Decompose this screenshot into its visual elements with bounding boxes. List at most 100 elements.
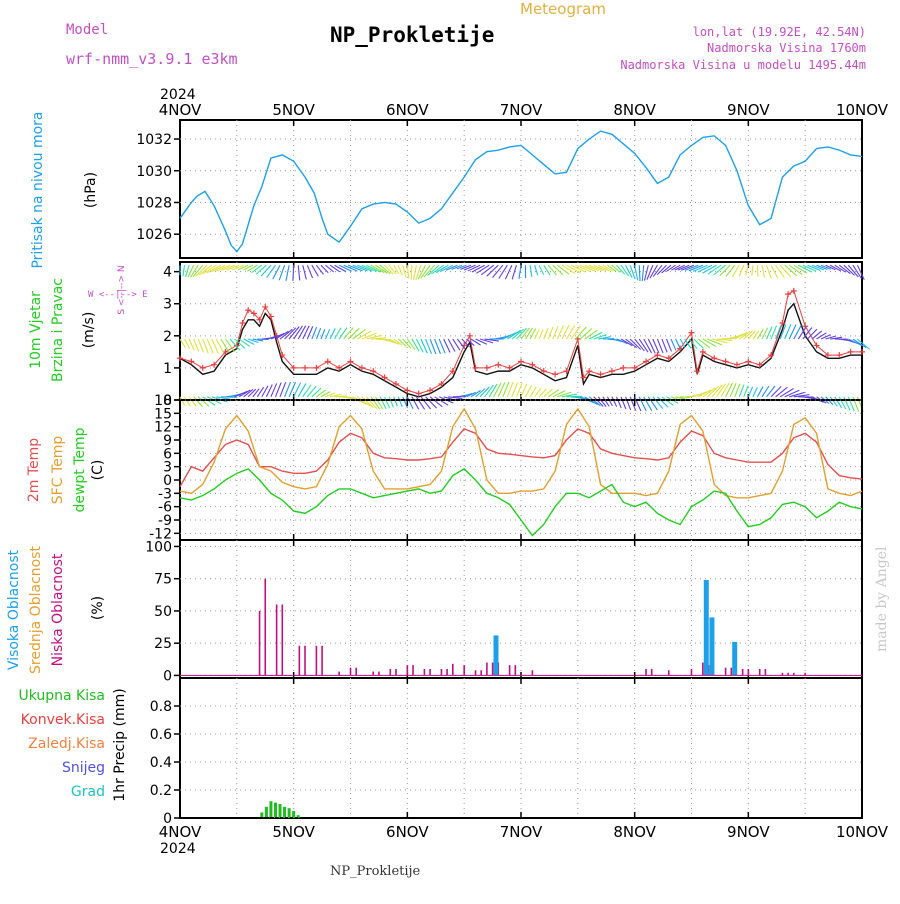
bar xyxy=(486,663,488,676)
wind-arrow xyxy=(752,265,753,275)
wind-arrow xyxy=(676,339,681,349)
gust-marker xyxy=(859,349,865,355)
wind-arrow xyxy=(426,397,437,408)
bar xyxy=(407,665,409,675)
x-tick-label-top: 9NOV xyxy=(727,101,770,119)
wind-arrow xyxy=(548,390,559,397)
bar xyxy=(316,646,318,676)
station-title: NP_Prokletije xyxy=(330,23,494,47)
wind-arrow xyxy=(621,265,629,276)
wind-arrow xyxy=(183,265,185,276)
wind-arrow xyxy=(407,265,408,278)
wind-arrow xyxy=(421,397,431,409)
wind-arrow xyxy=(739,385,744,397)
wind-axis-label-2: Brzina i Pravac xyxy=(50,278,66,382)
bar xyxy=(691,669,693,675)
bar xyxy=(282,604,284,675)
wind-arrow xyxy=(642,265,644,281)
wind-arrow xyxy=(530,265,532,277)
gust-marker xyxy=(848,349,854,355)
wind-arrow xyxy=(256,265,266,274)
temp-units: (C) xyxy=(90,460,106,481)
bar xyxy=(355,668,357,676)
wind-arrow xyxy=(757,387,763,397)
bar xyxy=(264,579,266,676)
wind-arrow xyxy=(376,397,383,409)
wind-arrow xyxy=(412,339,419,351)
wind-arrow xyxy=(279,265,284,280)
wind-arrow xyxy=(535,329,539,339)
mid-cloud-axis-label: Srednja Oblacnost xyxy=(28,546,44,674)
bar xyxy=(441,669,443,675)
gust-marker xyxy=(785,291,791,297)
x-tick-label-bottom: 4NOV xyxy=(159,823,202,841)
wind-arrow xyxy=(544,328,548,339)
gust-marker xyxy=(552,371,558,377)
x-tick-label-top: 5NOV xyxy=(272,101,315,119)
wind-arrow xyxy=(403,265,406,277)
bar xyxy=(446,669,448,675)
precip-legend-1: Konvek.Kisa xyxy=(21,712,105,728)
wind-arrow xyxy=(744,386,748,397)
y-tick-label: 0.6 xyxy=(150,727,172,743)
wind-arrow xyxy=(198,397,209,406)
gust-marker xyxy=(620,365,626,371)
compass-ns: S <--|--> N xyxy=(117,265,127,314)
wind-arrow xyxy=(303,265,307,279)
bar xyxy=(288,808,291,818)
wind-arrow xyxy=(293,265,294,281)
bar xyxy=(395,669,397,675)
model-elevation-label: Nadmorska Visina u modelu 1495.44m xyxy=(620,58,866,72)
wind-arrow xyxy=(748,387,752,397)
bar xyxy=(515,665,517,675)
wind-arrow xyxy=(653,397,663,409)
wind-arrow xyxy=(548,327,553,339)
bar xyxy=(493,635,498,675)
y-tick-label: 0.8 xyxy=(150,699,172,715)
x-tick-label-bottom: 5NOV xyxy=(272,823,315,841)
wind-arrow xyxy=(757,265,758,277)
precip-axis-label: 1hr Precip (mm) xyxy=(112,688,128,801)
wind-arrow xyxy=(662,339,667,352)
wind-arrow xyxy=(639,265,640,281)
wind-arrow xyxy=(512,382,518,396)
bar xyxy=(389,669,391,675)
bar xyxy=(475,670,477,675)
wind-arrow xyxy=(325,329,329,339)
x-tick-label-bottom: 9NOV xyxy=(727,823,770,841)
y-tick-label: 0.4 xyxy=(150,755,172,771)
wind-arrow xyxy=(198,339,203,352)
wind-arrow xyxy=(753,387,757,396)
y-tick-label: 1028 xyxy=(136,195,172,211)
bar xyxy=(742,669,744,675)
y-tick-label: 4 xyxy=(163,265,172,281)
wind-arrow xyxy=(416,265,421,280)
bar xyxy=(412,665,414,675)
series-line-0 xyxy=(180,131,862,252)
bar xyxy=(492,663,494,676)
bar xyxy=(350,668,352,676)
bar xyxy=(292,811,295,818)
wind-arrow xyxy=(616,397,621,408)
bar xyxy=(279,804,282,818)
series-line-0 xyxy=(180,429,862,487)
bar xyxy=(480,670,482,675)
wind-arrow xyxy=(512,265,516,279)
wind-arrow xyxy=(286,265,289,281)
y-tick-label: 50 xyxy=(154,604,172,620)
wind-arrow xyxy=(312,327,317,339)
product-title: Meteogram xyxy=(520,0,606,18)
gust-marker xyxy=(467,333,473,339)
y-tick-label: 25 xyxy=(154,636,172,652)
y-tick-label: 1 xyxy=(163,361,172,377)
wind-arrow xyxy=(298,326,305,339)
wind-axis-label-1: 10m Vjetar xyxy=(28,291,44,369)
bar xyxy=(532,670,534,675)
y-tick-label: 18 xyxy=(154,393,172,409)
wind-arrow xyxy=(535,265,538,275)
wind-arrow xyxy=(671,339,676,350)
wind-arrow xyxy=(539,265,543,275)
bar xyxy=(668,670,670,675)
